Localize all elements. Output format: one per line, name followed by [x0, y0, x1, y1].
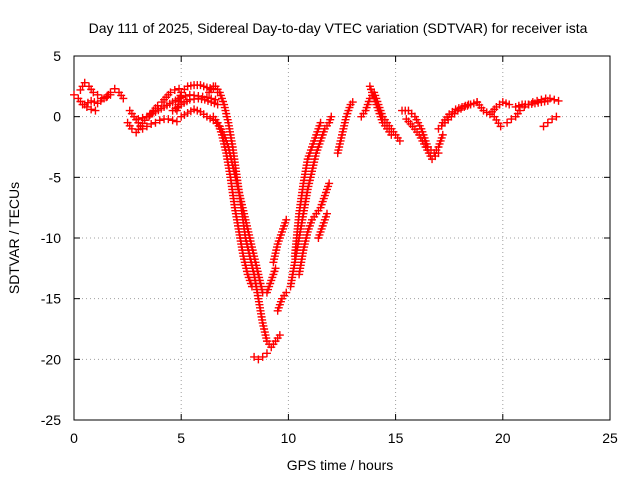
data-point: [147, 119, 156, 128]
x-axis-title: GPS time / hours: [287, 457, 394, 473]
data-point: [142, 122, 151, 131]
data-point: [505, 100, 514, 109]
data-point: [247, 282, 256, 291]
data-point: [254, 355, 263, 364]
data-point: [554, 96, 563, 105]
y-tick-label: -10: [41, 230, 61, 246]
data-point: [395, 136, 404, 145]
x-tick-label: 5: [177, 430, 185, 446]
x-tick-label: 10: [281, 430, 297, 446]
y-tick-label: -15: [41, 291, 61, 307]
data-point: [170, 85, 179, 94]
data-point: [438, 130, 447, 139]
data-point: [496, 122, 505, 131]
data-point: [172, 117, 181, 126]
data-points: [70, 78, 563, 364]
data-point: [166, 88, 175, 97]
data-point: [515, 106, 524, 115]
x-tick-labels: 0 5 10 15 20 25: [70, 430, 618, 446]
y-tick-labels: -25 -20 -15 -10 -5 0 5: [41, 48, 61, 428]
data-point: [543, 118, 552, 127]
data-point: [211, 95, 220, 104]
data-point: [348, 98, 357, 107]
data-point: [91, 106, 100, 115]
x-tick-label: 25: [602, 430, 618, 446]
data-point: [155, 116, 164, 125]
data-point: [327, 112, 336, 121]
data-point: [89, 88, 98, 97]
data-point: [134, 115, 143, 124]
y-tick-label: 0: [53, 109, 61, 125]
y-tick-label: -25: [41, 412, 61, 428]
data-point: [70, 90, 78, 99]
y-tick-label: -5: [49, 169, 62, 185]
y-tick-label: 5: [53, 48, 61, 64]
data-point: [119, 94, 128, 103]
data-point: [322, 209, 331, 218]
data-point: [80, 78, 89, 87]
data-point: [110, 84, 119, 93]
data-point: [464, 100, 473, 109]
data-point: [507, 115, 516, 124]
chart-title: Day 111 of 2025, Sidereal Day-to-day VTE…: [89, 20, 588, 36]
data-point: [282, 288, 291, 297]
data-point: [282, 215, 291, 224]
axis-ticks: [73, 55, 611, 421]
data-point: [168, 116, 177, 125]
data-point: [106, 90, 115, 99]
data-point: [503, 118, 512, 127]
y-tick-label: -20: [41, 351, 61, 367]
data-point: [87, 105, 96, 114]
data-point: [250, 352, 259, 361]
data-point: [138, 124, 147, 133]
x-tick-label: 0: [70, 430, 78, 446]
data-point: [387, 130, 396, 139]
data-point: [271, 264, 280, 273]
x-tick-label: 15: [388, 430, 404, 446]
data-point: [151, 118, 160, 127]
x-tick-label: 20: [495, 430, 511, 446]
data-point: [539, 122, 548, 131]
data-point: [543, 96, 552, 105]
data-point: [275, 331, 284, 340]
data-point: [164, 115, 173, 124]
data-point: [550, 95, 559, 104]
data-point: [316, 118, 325, 127]
data-point: [548, 115, 557, 124]
data-point: [434, 149, 443, 158]
data-point: [262, 349, 271, 358]
data-point: [258, 352, 267, 361]
data-point: [138, 113, 147, 122]
data-point: [93, 90, 102, 99]
y-axis-title: SDTVAR / TECUs: [6, 182, 22, 294]
data-point: [325, 179, 334, 188]
data-point: [552, 112, 561, 121]
